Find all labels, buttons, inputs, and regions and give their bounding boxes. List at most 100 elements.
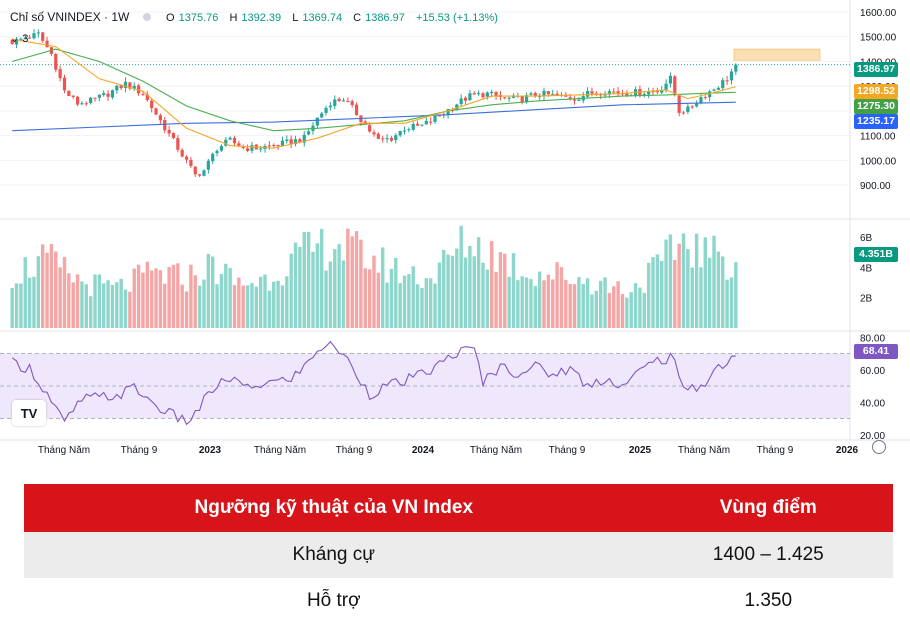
candle-body (176, 138, 180, 150)
volume-bar (228, 268, 232, 328)
candle-body (690, 106, 694, 108)
candle-body (276, 144, 280, 147)
candle-body (681, 112, 686, 114)
volume-bar (23, 257, 27, 328)
volume-bar (633, 283, 638, 328)
volume-bar (311, 251, 315, 328)
volume-bar (433, 283, 437, 328)
settings-gear-icon[interactable] (872, 440, 886, 454)
volume-bar (712, 235, 716, 328)
price-tick-label: 1000.00 (860, 156, 897, 167)
rsi-line (11, 340, 736, 426)
candle-body (102, 93, 106, 95)
candle-body (437, 115, 441, 117)
volume-bar (372, 255, 376, 328)
volume-bar (716, 251, 721, 328)
candle-body (385, 138, 389, 140)
ma-short-line (12, 38, 736, 149)
volume-bar (80, 281, 84, 328)
candle-body (407, 129, 411, 131)
time-tick-label: 2025 (629, 445, 652, 456)
volume-bar (468, 245, 472, 328)
volume-bar (394, 257, 398, 328)
resistance-value: 1400 – 1.425 (643, 532, 893, 578)
candle-body (490, 91, 494, 94)
volume-bar (729, 277, 734, 328)
candle-body (415, 123, 420, 126)
volume-bar (319, 228, 324, 328)
candle-body (354, 104, 359, 116)
volume-bar (71, 282, 75, 328)
volume-bar (337, 243, 341, 328)
close-label: C (353, 12, 362, 24)
candle-body (184, 156, 189, 160)
candle-body (145, 94, 149, 100)
candle-body (712, 89, 716, 91)
indicator-toggle[interactable]: ⌄ 3 (10, 32, 28, 45)
open-value: 1375.76 (178, 12, 219, 24)
candle-body (424, 120, 428, 125)
volume-bar (197, 285, 202, 328)
volume-bar (193, 275, 197, 328)
candle-body (660, 89, 664, 93)
volume-bar (315, 243, 320, 328)
volume-bar (612, 286, 616, 328)
volume-bar (625, 297, 629, 328)
volume-bar (110, 284, 115, 328)
volume-bar (681, 233, 686, 328)
candle-body (62, 77, 67, 91)
volume-bar (699, 267, 703, 328)
volume-bar (363, 268, 367, 328)
volume-bar (690, 267, 694, 328)
volume-bar (411, 266, 415, 328)
support-value: 1.350 (643, 578, 893, 624)
rsi-tick-label: 40.00 (860, 398, 885, 409)
volume-bar (555, 262, 559, 328)
volume-bar (141, 272, 145, 328)
candle-body (272, 144, 276, 146)
volume-bar (446, 254, 450, 328)
candle-body (372, 132, 376, 135)
symbol-title[interactable]: Chỉ số VNINDEX · 1W (10, 10, 130, 24)
volume-bar (285, 276, 289, 328)
candle-body (542, 90, 546, 96)
volume-bar (154, 268, 158, 328)
volume-bar (437, 262, 442, 328)
volume-bar (341, 260, 346, 328)
volume-bar (293, 242, 298, 328)
volume-bar (254, 286, 258, 328)
volume-bar (376, 272, 381, 328)
candle-body (320, 113, 324, 118)
candle-body (211, 153, 215, 162)
volume-bar (651, 257, 655, 328)
volume-bar (280, 285, 285, 328)
candle-body (546, 91, 550, 95)
volume-bar (686, 249, 690, 328)
high-label: H (229, 12, 238, 24)
volume-bar (398, 283, 402, 328)
candle-body (180, 149, 184, 157)
last-price-tag: 1386.97 (854, 62, 898, 77)
candle-body (716, 87, 720, 90)
rsi-tag: 68.41 (854, 344, 898, 359)
volume-bar (537, 271, 542, 328)
volume-bar (455, 248, 459, 328)
market-status-dot (142, 13, 151, 22)
volume-bar (32, 276, 36, 328)
candle-body (346, 100, 350, 102)
candle-body (80, 103, 84, 105)
candle-body (459, 98, 463, 104)
volume-tick-label: 4B (860, 263, 873, 274)
volume-bar (415, 284, 420, 328)
candle-body (551, 93, 555, 95)
volume-bar (498, 252, 503, 328)
tradingview-logo[interactable]: TV (12, 400, 46, 426)
volume-bar (507, 276, 511, 328)
candle-body (520, 96, 524, 102)
candle-body (420, 124, 424, 126)
price-tick-label: 1500.00 (860, 33, 897, 44)
volume-bar (36, 256, 41, 328)
candle-body (577, 99, 581, 101)
candle-body (193, 166, 197, 175)
candle-body (298, 139, 302, 143)
